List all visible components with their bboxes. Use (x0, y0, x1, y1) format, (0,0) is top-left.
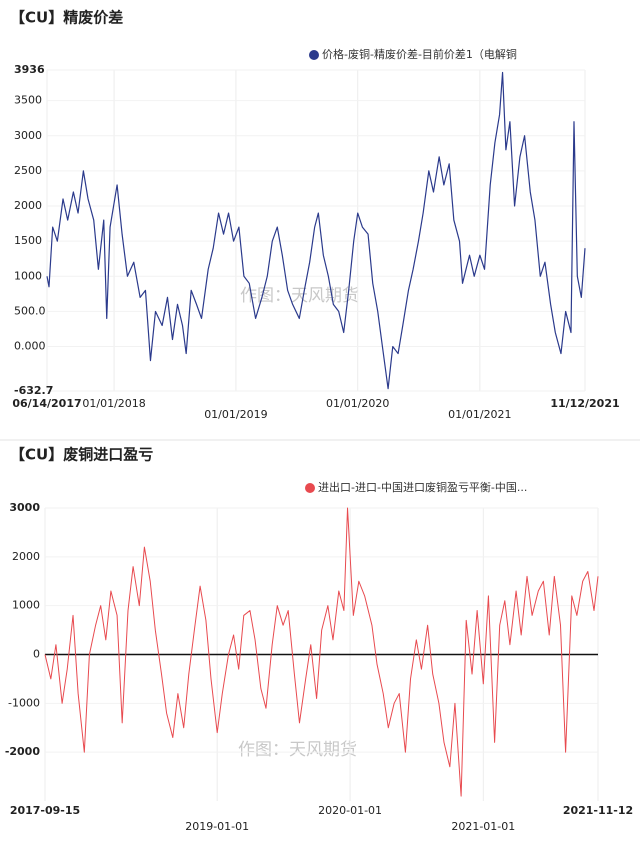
y-tick-label: 0 (33, 648, 40, 661)
x-tick-label: 2017-09-15 (10, 804, 80, 817)
y-tick-label: -632.7 (14, 384, 53, 397)
y-tick-label: 500.0 (14, 304, 46, 317)
x-tick-label: 01/01/2021 (448, 408, 511, 421)
y-tick-label: 2000 (14, 199, 42, 212)
y-tick-label: 2000 (12, 550, 40, 563)
x-tick-label: 2019-01-01 (185, 820, 249, 833)
y-tick-label: 1500 (14, 234, 42, 247)
y-tick-label: 3000 (9, 501, 40, 514)
chart-title: 【CU】废铜进口盈亏 (10, 446, 153, 464)
y-tick-label: 0.000 (14, 340, 46, 353)
data-line (44, 507, 599, 797)
y-tick-label: 3000 (14, 129, 42, 142)
data-line (46, 71, 586, 390)
x-tick-label: 01/01/2020 (326, 397, 389, 410)
legend-label: 进出口-进口-中国进口废铜盈亏平衡-中国... (318, 480, 527, 494)
legend-marker (309, 50, 319, 60)
watermark: 作图：天风期货 (240, 286, 359, 306)
x-tick-label: 01/01/2018 (82, 397, 145, 410)
x-tick-label: 11/12/2021 (550, 397, 619, 410)
chart-title: 【CU】精废价差 (10, 9, 123, 27)
x-tick-label: 06/14/2017 (12, 397, 81, 410)
legend-marker (305, 483, 315, 493)
x-tick-label: 2020-01-01 (318, 804, 382, 817)
watermark: 作图：天风期货 (238, 740, 357, 760)
y-tick-label: 2500 (14, 164, 42, 177)
y-tick-label: 3500 (14, 94, 42, 107)
x-tick-label: 2021-11-12 (563, 804, 633, 817)
y-tick-label: 1000 (12, 599, 40, 612)
y-tick-label: 1000 (14, 269, 42, 282)
x-tick-label: 01/01/2019 (204, 408, 267, 421)
legend-label: 价格-废铜-精废价差-目前价差1（电解铜 (322, 47, 517, 61)
y-tick-label: -1000 (8, 696, 40, 709)
x-tick-label: 2021-01-01 (451, 820, 515, 833)
y-tick-label: 3936 (14, 63, 45, 76)
y-tick-label: -2000 (5, 745, 41, 758)
